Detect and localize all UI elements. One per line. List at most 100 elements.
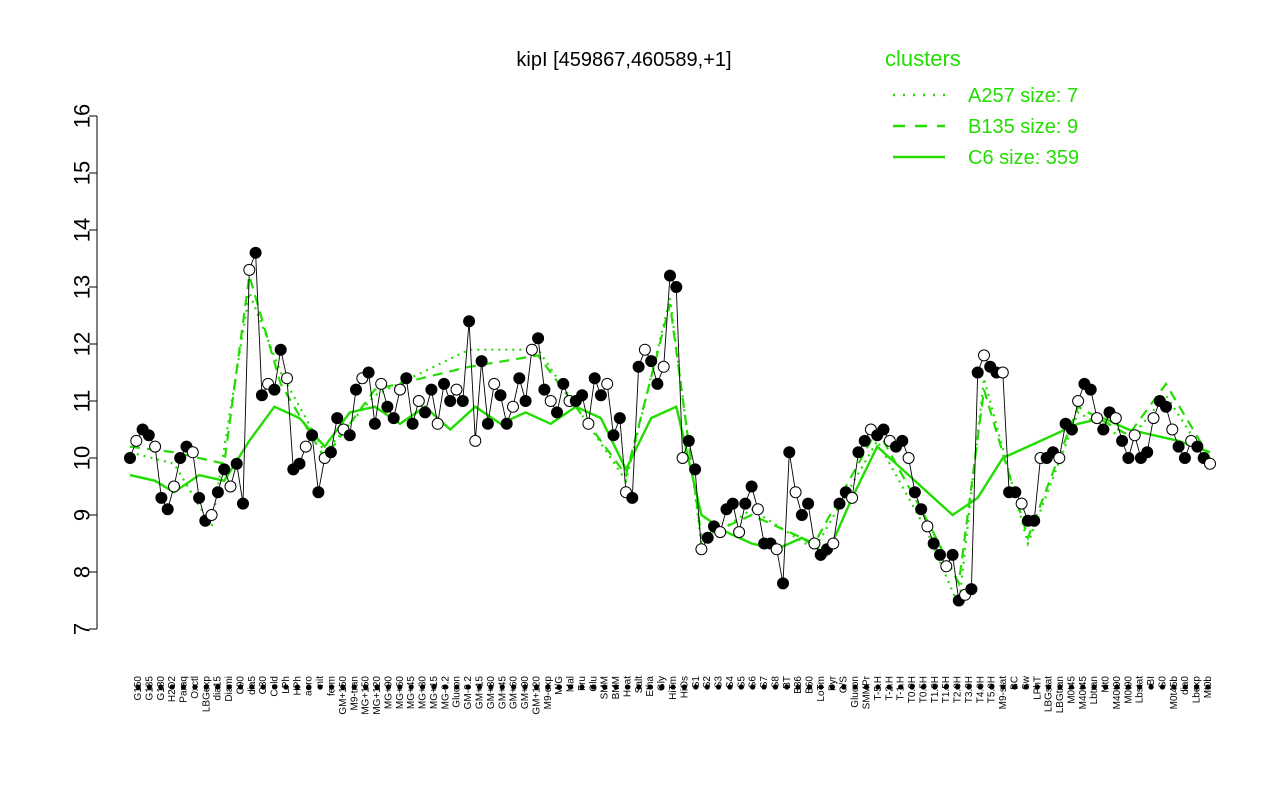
- data-point: [174, 452, 187, 464]
- data-point: [362, 366, 375, 379]
- x-tick-label: M40t90: [1112, 676, 1123, 710]
- x-tick-label: B36: [793, 676, 804, 694]
- x-tick-mark: [1046, 684, 1052, 690]
- x-tick-mark: [431, 684, 437, 690]
- x-tick-label: S1: [691, 676, 702, 689]
- x-tick-mark: [476, 684, 483, 690]
- data-point: [544, 395, 557, 407]
- data-point: [431, 417, 444, 430]
- data-point: [582, 417, 595, 430]
- data-point: [852, 446, 865, 459]
- data-point: [1160, 400, 1172, 413]
- data-point: [425, 383, 438, 396]
- x-tick-label: BI: [1146, 676, 1157, 685]
- x-tick-label: MG+30: [418, 676, 429, 710]
- x-tick-label: LBGexp: [201, 676, 212, 713]
- x-tick-label: Gly: [657, 676, 668, 691]
- data-point: [670, 281, 683, 293]
- x-tick-label: S7: [759, 676, 770, 689]
- data-point: [249, 246, 262, 259]
- data-point: [601, 377, 614, 390]
- x-tick-label: Lbstat: [1135, 676, 1146, 703]
- data-point: [255, 389, 268, 402]
- x-tick-label: S5: [736, 676, 747, 689]
- x-tick-mark: [715, 684, 722, 690]
- x-tick-mark: [750, 684, 756, 690]
- x-tick-label: G150: [133, 676, 144, 701]
- data-point: [726, 497, 739, 510]
- data-point: [161, 503, 174, 516]
- data-point: [877, 423, 890, 436]
- data-point: [1166, 423, 1179, 436]
- y-tick-label: 11: [70, 390, 95, 413]
- x-tick-label: T5.0H: [987, 676, 998, 703]
- x-tick-mark: [932, 684, 938, 690]
- x-tick-mark: [192, 684, 198, 690]
- x-tick-label: M0t45b: [1169, 676, 1180, 710]
- x-tick-mark: [340, 684, 346, 690]
- data-point: [664, 269, 676, 282]
- data-point: [689, 463, 702, 476]
- x-tick-mark: [1205, 684, 1211, 690]
- x-tick-mark: [1034, 684, 1040, 690]
- data-point: [902, 452, 915, 464]
- data-point: [507, 400, 519, 413]
- x-tick-mark: [636, 684, 642, 690]
- x-tick-label: LBGstat: [1044, 676, 1055, 712]
- data-points: [124, 246, 1216, 607]
- x-tick-mark: [818, 684, 824, 690]
- data-point: [833, 497, 846, 510]
- data-point: [789, 486, 802, 499]
- x-tick-label: GM+120: [531, 676, 542, 715]
- data-point: [1178, 452, 1191, 464]
- x-tick-mark: [920, 684, 927, 690]
- data-point: [551, 406, 563, 419]
- data-point: [1028, 514, 1041, 527]
- x-tick-mark: [602, 684, 608, 690]
- x-tick-label: B60: [805, 676, 816, 694]
- x-tick-mark: [454, 684, 460, 690]
- legend: clusters A257 size: 7 B135 size: 9 C6 size…: [885, 46, 1079, 169]
- data-point: [469, 434, 482, 447]
- y-tick-label: 8: [70, 566, 95, 578]
- legend-label: A257 size: 7: [968, 85, 1078, 107]
- data-point: [701, 531, 714, 544]
- x-tick-mark: [351, 684, 357, 690]
- data-point: [488, 377, 501, 390]
- x-axis: G150 G135 G180 H2O2 Paraq Oxctl LBGexp dia15 Dia…: [133, 675, 1214, 714]
- x-tick-label: S2: [702, 676, 713, 689]
- data-point: [450, 383, 463, 396]
- data-point: [350, 383, 362, 396]
- x-tick-mark: [1171, 684, 1177, 690]
- data-point: [1091, 412, 1103, 425]
- y-axis: 7 8 9 10 11 12 13 14 15 16: [70, 104, 98, 635]
- data-point: [934, 548, 946, 561]
- data-point: [412, 395, 425, 407]
- data-point: [400, 372, 413, 385]
- data-point: [1009, 486, 1022, 499]
- x-tick-mark: [419, 684, 426, 690]
- y-tick-label: 10: [70, 446, 95, 470]
- x-tick-mark: [1194, 684, 1200, 690]
- x-tick-label: GM+90: [520, 676, 531, 710]
- data-point: [576, 389, 589, 402]
- x-tick-label: Paraq: [179, 676, 190, 703]
- x-tick-label: BMM: [611, 676, 622, 699]
- data-point: [971, 366, 984, 379]
- x-tick-label: S8: [770, 676, 781, 689]
- data-point: [927, 537, 940, 550]
- x-tick-mark: [898, 684, 904, 690]
- data-point: [293, 457, 306, 470]
- data-point: [607, 429, 620, 442]
- x-tick-label: MG+60: [395, 676, 406, 710]
- x-tick-mark: [1068, 684, 1075, 690]
- x-tick-label: Glucon: [452, 676, 463, 708]
- x-tick-mark: [203, 684, 209, 690]
- data-point: [299, 440, 312, 453]
- data-point: [940, 560, 953, 573]
- data-point: [682, 434, 695, 447]
- data-point: [1084, 383, 1097, 396]
- x-tick-label: dia0: [1180, 676, 1191, 695]
- x-tick-label: LPh: [281, 676, 292, 694]
